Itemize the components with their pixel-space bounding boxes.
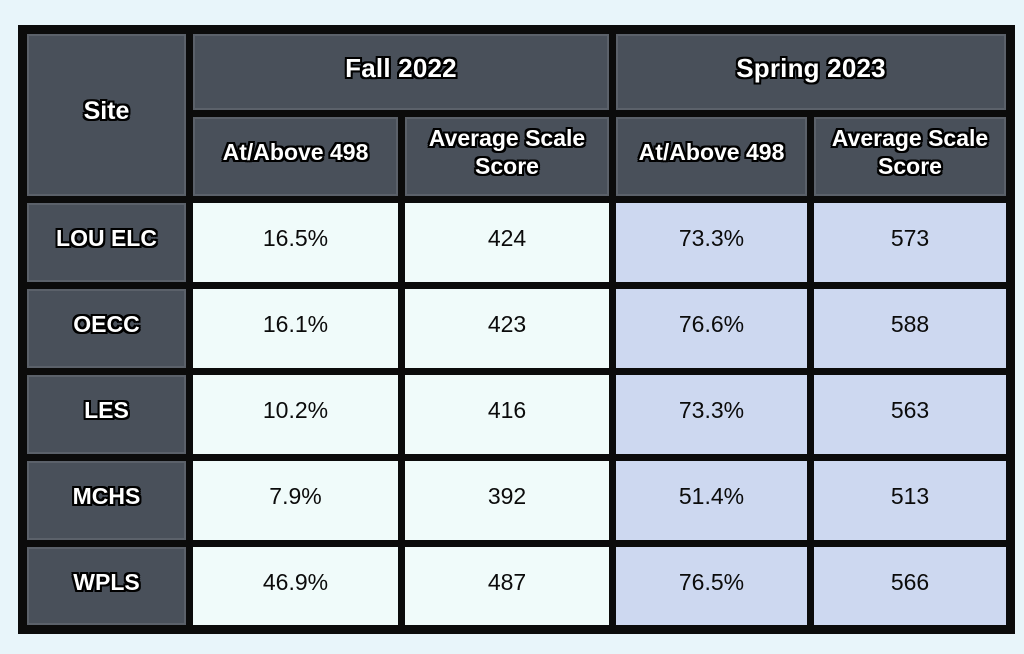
- data-cell-fall-pct: 16.1%: [186, 282, 405, 375]
- data-cell-fall-avg: 392: [398, 454, 616, 547]
- data-cell-fall-avg: 416: [398, 368, 616, 461]
- data-cell-spring-pct: 73.3%: [609, 368, 814, 461]
- table-row-oecc: OECC 16.1% 423 76.6% 588: [19, 282, 1014, 375]
- table-row-lou-elc: LOU ELC 16.5% 424 73.3% 573: [19, 196, 1014, 289]
- data-cell-spring-pct: 76.6%: [609, 282, 814, 375]
- header-cell-fall-2022: Fall 2022: [186, 26, 616, 117]
- header-cell-spring-at-above: At/Above 498: [609, 110, 814, 203]
- data-cell-spring-avg: 563: [807, 368, 1014, 461]
- data-cell-fall-pct: 10.2%: [186, 368, 405, 461]
- header-sub-row: At/Above 498 Average Scale Score At/Abov…: [23, 110, 1014, 203]
- table-row-mchs: MCHS 7.9% 392 51.4% 513: [19, 454, 1014, 547]
- header-cell-site: Site: [19, 26, 193, 203]
- row-header-site: LES: [19, 368, 193, 461]
- data-cell-spring-avg: 566: [807, 540, 1014, 633]
- data-cell-spring-avg: 588: [807, 282, 1014, 375]
- data-cell-fall-pct: 7.9%: [186, 454, 405, 547]
- data-cell-fall-pct: 46.9%: [186, 540, 405, 633]
- data-cell-spring-pct: 51.4%: [609, 454, 814, 547]
- site-scores-table: Site Fall 2022 Spring 2023 At/Above 498 …: [18, 25, 1015, 634]
- data-cell-spring-pct: 73.3%: [609, 196, 814, 289]
- data-cell-fall-avg: 423: [398, 282, 616, 375]
- header-group-row: Site Fall 2022 Spring 2023: [19, 26, 1014, 203]
- row-header-site: WPLS: [19, 540, 193, 633]
- row-header-site: OECC: [19, 282, 193, 375]
- row-header-site: MCHS: [19, 454, 193, 547]
- table-row-les: LES 10.2% 416 73.3% 563: [19, 368, 1014, 461]
- data-cell-spring-avg: 573: [807, 196, 1014, 289]
- data-cell-fall-pct: 16.5%: [186, 196, 405, 289]
- header-cell-spring-2023: Spring 2023: [609, 26, 1014, 117]
- data-cell-fall-avg: 424: [398, 196, 616, 289]
- header-cell-spring-avg-score: Average Scale Score: [807, 110, 1014, 203]
- header-cell-fall-at-above: At/Above 498: [186, 110, 405, 203]
- header-cell-fall-avg-score: Average Scale Score: [398, 110, 616, 203]
- table-row-wpls: WPLS 46.9% 487 76.5% 566: [19, 540, 1014, 633]
- data-cell-spring-avg: 513: [807, 454, 1014, 547]
- data-cell-spring-pct: 76.5%: [609, 540, 814, 633]
- row-header-site: LOU ELC: [19, 196, 193, 289]
- data-cell-fall-avg: 487: [398, 540, 616, 633]
